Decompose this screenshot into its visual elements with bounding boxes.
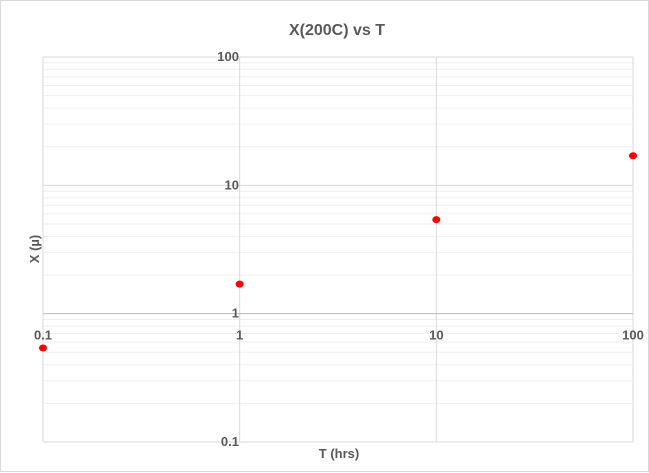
y-tick-label: 100 — [217, 49, 239, 64]
x-tick-label: 1 — [236, 328, 243, 343]
data-point — [629, 152, 637, 160]
major-gridlines — [42, 56, 634, 443]
x-tick-label: 10 — [429, 328, 443, 343]
chart-title: X(200C) vs T — [289, 22, 385, 39]
data-point — [432, 216, 441, 224]
y-tick-labels: 0.1 1 10 100 — [217, 49, 239, 449]
data-points — [39, 152, 637, 352]
data-point — [235, 280, 244, 288]
y-axis-title: X (µ) — [27, 235, 42, 263]
minor-gridlines — [43, 62, 633, 404]
x-axis-title: T (hrs) — [319, 446, 359, 461]
y-tick-label: 10 — [225, 177, 239, 192]
y-tick-label: 0.1 — [221, 434, 239, 449]
data-point — [39, 344, 47, 352]
y-tick-label: 1 — [232, 306, 239, 321]
x-tick-labels: 0.1 1 10 100 — [34, 328, 644, 343]
x-tick-label: 100 — [622, 328, 644, 343]
x-tick-label: 0.1 — [34, 328, 52, 343]
